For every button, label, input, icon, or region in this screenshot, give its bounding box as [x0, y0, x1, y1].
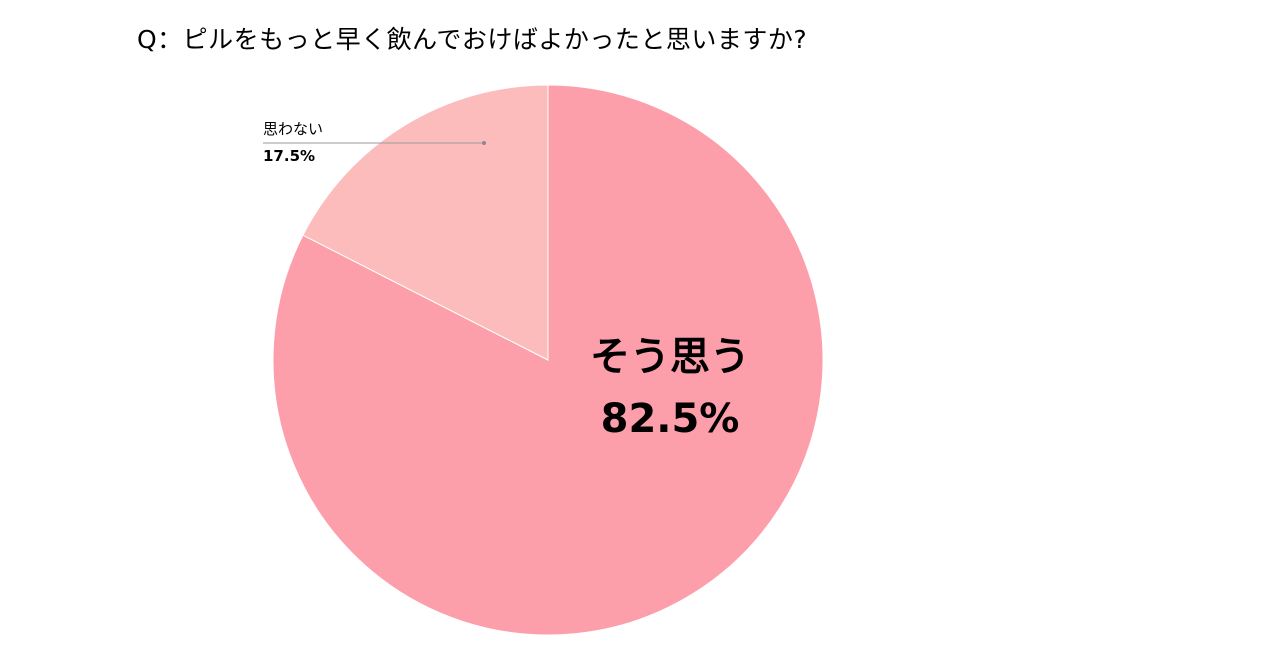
slice-label-2: 思わない: [263, 120, 323, 138]
pie-slice-2: [302, 84, 549, 361]
leader-lines: [263, 141, 486, 145]
slice-labels: そう思う 82.5% 思わない 17.5%: [263, 120, 750, 442]
slice-label-1: そう思う: [590, 334, 750, 380]
slice-value-2: 17.5%: [263, 147, 315, 165]
pie-slices: [272, 84, 824, 636]
leader-dot-2: [482, 141, 486, 145]
chart-title: Q：ピルをもっと早く飲んでおけばよかったと思いますか?: [137, 25, 808, 54]
slice-value-1: 82.5%: [601, 396, 740, 442]
